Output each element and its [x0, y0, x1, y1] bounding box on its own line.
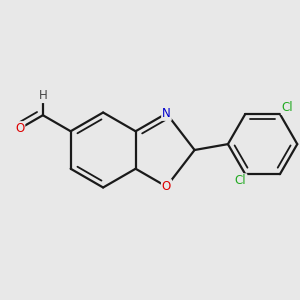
Text: Cl: Cl: [235, 174, 246, 187]
Text: N: N: [162, 107, 171, 120]
Text: H: H: [38, 89, 47, 102]
Text: O: O: [162, 180, 171, 193]
Text: Cl: Cl: [282, 101, 293, 114]
Text: O: O: [15, 122, 24, 135]
